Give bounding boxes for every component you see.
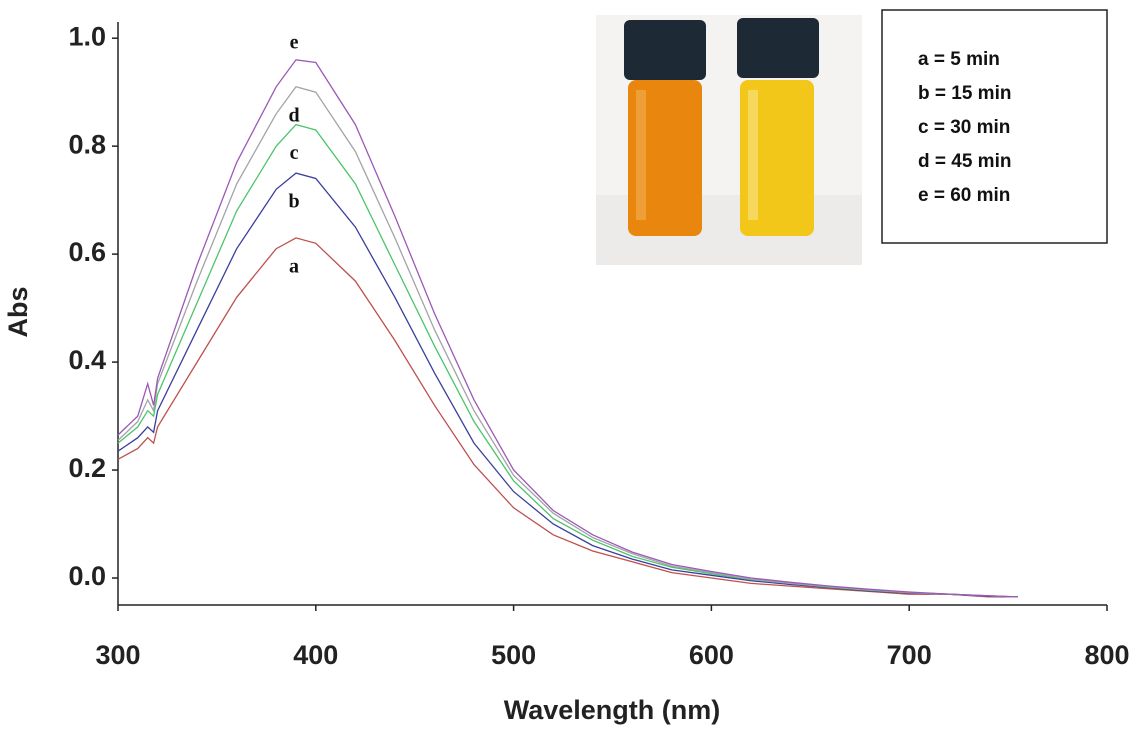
y-tick-label: 0.4 [68,345,106,375]
y-axis-label: Abs [3,286,33,337]
y-tick-label: 0.6 [68,237,106,267]
legend-entry: d = 45 min [918,151,1011,172]
curve-label: e [290,31,299,53]
legend-entry: e = 60 min [918,185,1010,206]
y-tick-label: 1.0 [68,21,106,51]
x-tick-label: 400 [293,640,338,670]
curve-label: a [289,256,299,278]
x-tick-label: 500 [491,640,536,670]
curve-label: b [288,191,299,213]
x-tick-label: 300 [95,640,140,670]
x-axis-label: Wavelength (nm) [504,695,721,725]
x-tick-label: 700 [887,640,932,670]
x-tick-label: 600 [689,640,734,670]
curve-label: c [290,142,299,164]
legend-entry: c = 30 min [918,117,1010,138]
y-tick-label: 0.2 [68,453,106,483]
spectrum-line [118,238,1018,597]
vial-photo [596,15,862,265]
y-tick-label: 0.0 [68,561,106,591]
y-tick-label: 0.8 [68,129,106,159]
legend-entry: b = 15 min [918,83,1011,104]
curve-label: d [288,104,299,126]
x-tick-label: 800 [1084,640,1129,670]
chart: Abs Wavelength (nm) 0.0 0.2 0.4 0.6 0.8 1.0 30… [0,0,1137,731]
legend-entry: a = 5 min [918,49,1000,70]
